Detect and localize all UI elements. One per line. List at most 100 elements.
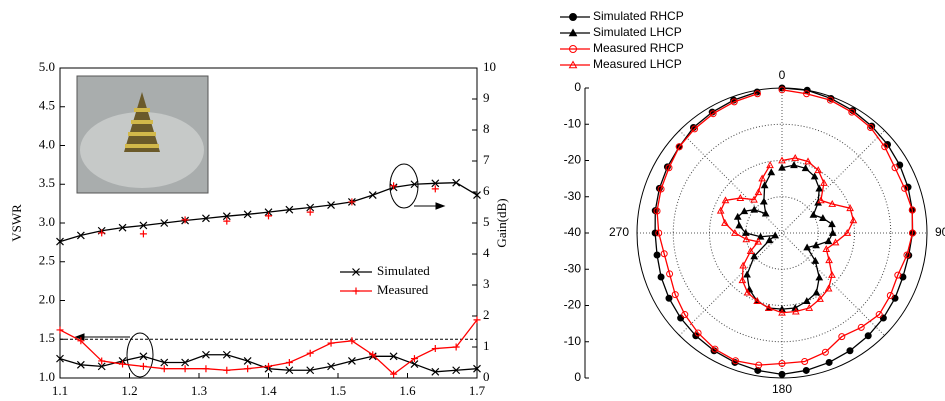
point-marker	[473, 364, 481, 373]
point-marker	[243, 210, 252, 219]
y-tick-label: 2.5	[39, 253, 55, 268]
point-marker	[824, 237, 833, 245]
point-marker	[821, 348, 829, 356]
point-marker	[843, 228, 852, 236]
polar-chart: -40 -30 -30 -20 -20 -10 -10 0 0 0 90 180 270 Simulate…	[560, 9, 945, 396]
point-marker	[825, 359, 833, 366]
point-marker	[815, 184, 824, 192]
point-marker	[891, 164, 899, 172]
point-marker	[760, 197, 768, 205]
series-line	[654, 87, 914, 376]
point-marker	[452, 366, 461, 375]
point-marker	[56, 354, 64, 363]
y-tick-label: 4.0	[39, 136, 55, 151]
grid-circle	[745, 196, 819, 270]
point-marker	[731, 228, 739, 236]
point-marker	[473, 191, 481, 200]
point-marker	[119, 360, 127, 368]
point-marker	[804, 157, 812, 165]
point-marker	[791, 307, 800, 315]
r-tick-label: -20	[564, 298, 582, 312]
vswr-gain-chart: 1.1 1.2 1.3 1.4 1.5 1.6 1.7 1.0 1.5 2.0 2.5 3.0 3.5 4…	[9, 59, 509, 398]
point-marker	[390, 370, 398, 378]
point-marker	[160, 365, 168, 373]
point-marker	[139, 362, 147, 370]
point-marker	[348, 198, 356, 206]
point-marker	[76, 231, 85, 240]
point-marker	[815, 273, 824, 281]
point-marker	[348, 337, 356, 345]
point-marker	[771, 231, 780, 239]
point-marker	[202, 365, 210, 373]
point-marker	[473, 316, 481, 324]
y-tick-label: 1.5	[39, 330, 55, 345]
point-marker	[778, 156, 786, 164]
point-marker	[347, 357, 356, 365]
arrow-head	[74, 333, 85, 341]
point-marker	[778, 163, 786, 171]
point-marker	[410, 180, 419, 189]
series-line	[656, 89, 914, 366]
point-marker	[665, 164, 673, 172]
point-marker	[666, 270, 674, 278]
point-marker	[738, 276, 747, 284]
point-marker	[790, 161, 798, 169]
point-marker	[265, 212, 272, 220]
point-marker	[97, 362, 106, 371]
point-marker	[733, 212, 742, 220]
point-marker	[810, 172, 819, 180]
point-marker	[139, 221, 148, 230]
y2-tick-label: 0	[483, 369, 490, 384]
point-marker	[431, 367, 440, 376]
legend-marker	[568, 28, 578, 37]
point-marker	[750, 195, 758, 203]
point-marker	[327, 201, 335, 209]
legend-marker	[352, 268, 360, 276]
y2-tick-label: 7	[483, 152, 490, 167]
point-marker	[812, 241, 820, 249]
point-marker	[849, 216, 858, 224]
point-marker	[243, 357, 252, 365]
point-marker	[894, 271, 902, 279]
point-marker	[306, 349, 314, 357]
point-marker	[431, 179, 440, 188]
point-marker	[410, 360, 419, 368]
point-marker	[660, 250, 668, 258]
y2-tick-label: 10	[483, 59, 496, 74]
y2-tick-label: 1	[483, 338, 490, 353]
point-marker	[824, 284, 833, 292]
point-marker	[778, 308, 786, 316]
photo-stripes	[125, 108, 159, 148]
point-marker	[56, 326, 64, 334]
point-marker	[677, 314, 685, 322]
r-tick-label: -10	[564, 116, 582, 130]
annotations	[74, 163, 446, 378]
point-marker	[306, 203, 315, 212]
point-marker	[223, 217, 231, 225]
point-marker	[681, 311, 689, 318]
point-marker	[98, 357, 106, 365]
point-marker	[736, 194, 745, 201]
theta-tick-label: 270	[609, 225, 629, 239]
point-marker	[223, 366, 231, 374]
point-marker	[750, 252, 759, 260]
point-marker	[181, 358, 190, 367]
point-marker	[285, 359, 293, 366]
point-marker	[653, 251, 661, 259]
point-marker	[181, 365, 189, 373]
point-marker	[265, 362, 272, 370]
point-marker	[306, 366, 315, 375]
point-marker	[908, 206, 916, 214]
point-marker	[139, 352, 148, 361]
point-marker	[828, 220, 836, 228]
point-marker	[743, 288, 752, 296]
point-marker	[778, 86, 786, 94]
point-marker	[820, 178, 828, 186]
point-marker	[791, 154, 800, 161]
point-marker	[657, 185, 665, 193]
point-marker	[742, 235, 751, 243]
point-marker	[390, 182, 398, 190]
point-marker	[908, 229, 917, 237]
point-marker	[181, 216, 189, 224]
point-marker	[826, 96, 834, 104]
